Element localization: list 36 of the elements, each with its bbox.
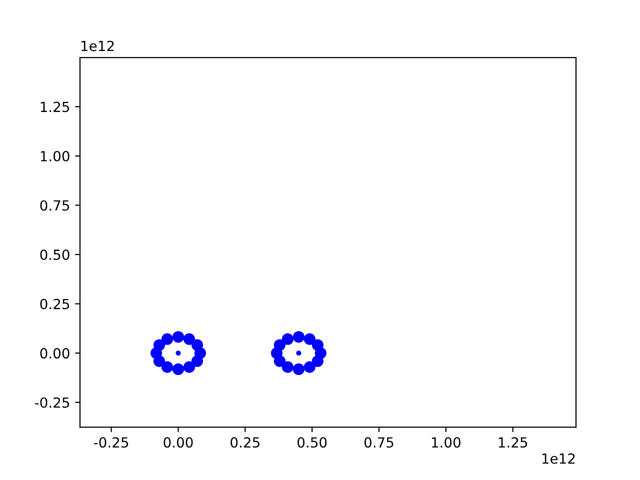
y-tick-label: -0.25 — [35, 397, 70, 408]
y-tick-label: 0.50 — [40, 249, 70, 260]
x-tick-label: 0.25 — [230, 437, 260, 448]
point — [161, 333, 174, 345]
point — [304, 361, 316, 373]
point — [161, 361, 174, 373]
point — [292, 331, 304, 343]
point — [312, 339, 324, 351]
x-tick-label: 0.75 — [364, 437, 394, 448]
point — [292, 363, 304, 376]
point — [172, 331, 184, 343]
x-tick-label: 0.00 — [164, 437, 193, 448]
point — [191, 339, 204, 351]
point — [274, 355, 286, 367]
y-tick-label: 1.25 — [40, 102, 70, 112]
point — [153, 355, 166, 367]
y-tick-label: 0.75 — [40, 200, 70, 211]
point — [296, 350, 302, 356]
point — [282, 361, 294, 373]
point — [172, 363, 184, 376]
point — [191, 355, 204, 367]
point — [183, 333, 196, 345]
x-tick-label: 1.00 — [432, 437, 460, 448]
point — [304, 333, 316, 345]
point — [312, 355, 324, 367]
point — [282, 333, 294, 345]
x-tick-label: 0.50 — [298, 437, 327, 448]
y-tick-label: 0.25 — [40, 298, 70, 310]
x-tick-label: -0.25 — [94, 437, 128, 448]
text: 1e12 — [542, 453, 575, 464]
x-tick-label: 1.25 — [498, 437, 528, 448]
y-tick-label: 1.00 — [40, 150, 70, 162]
text: 1e12 — [82, 40, 114, 52]
point — [183, 361, 196, 373]
point — [176, 350, 181, 356]
y-tick-label: 0.00 — [40, 348, 70, 359]
